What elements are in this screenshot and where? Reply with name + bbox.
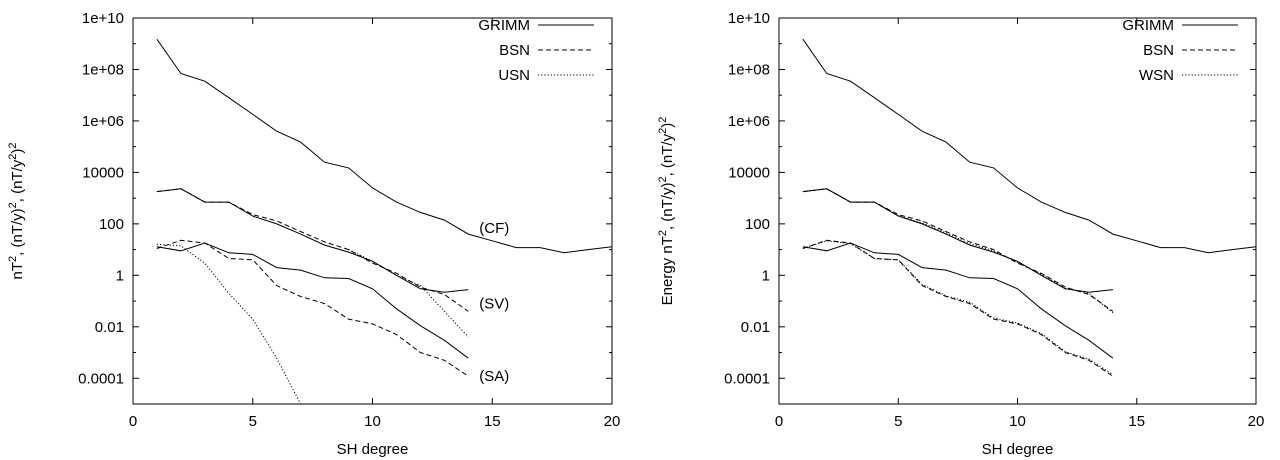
y-tick-label: 1e+06 [82, 113, 124, 130]
x-tick-label: 5 [894, 413, 902, 430]
legend: GRIMM BSN USN [478, 17, 594, 84]
series-line-bsn-sa [802, 239, 1114, 377]
series-group [802, 38, 1256, 377]
y-tick-label: 0.0001 [78, 370, 124, 387]
y-axis-label-part: , (nT/y [659, 133, 676, 176]
y-axis-label-superscript: 2 [7, 256, 19, 262]
y-axis-label-superscript: 2 [7, 142, 19, 148]
y-tick-label: 0.01 [741, 319, 770, 336]
chart-panel-2: 0 5 10 15 20 1e+10 1e+08 1e+06 10000 100 1 0.01 0.00… [657, 10, 1264, 458]
x-tick-label: 0 [775, 413, 783, 430]
x-tick-label: 20 [604, 413, 621, 430]
series-line-grimm-cf [802, 38, 1256, 254]
y-tick-label: 10000 [82, 164, 124, 181]
y-axis-label-part: ) [659, 123, 676, 128]
legend: GRIMM BSN WSN [1122, 17, 1238, 84]
x-tick-label: 20 [1248, 413, 1265, 430]
series-line-grimm-sa [802, 242, 1114, 359]
y-tick-label: 1 [762, 267, 770, 284]
y-tick-label: 1e+08 [82, 61, 124, 78]
x-tick-label: 10 [364, 413, 381, 430]
legend-label: WSN [1139, 67, 1174, 84]
y-tick-label: 1e+10 [728, 10, 770, 27]
x-tick-label: 5 [249, 413, 257, 430]
y-tick-label: 1 [116, 267, 124, 284]
y-axis-label-superscript: 2 [7, 154, 19, 160]
y-axis-label-superscript: 2 [7, 202, 19, 208]
y-axis-label: Energy nT2, (nT/y)2, (nT/y2)2 [657, 117, 676, 306]
y-tick-label: 0.01 [95, 319, 124, 336]
legend-label: GRIMM [1122, 17, 1174, 34]
plot-frame [778, 17, 1257, 405]
y-axis-label-part: , (nT/y [9, 159, 26, 202]
y-tick-label: 1e+10 [82, 10, 124, 27]
x-tick-label: 0 [129, 413, 137, 430]
series-line-bsn-sa [156, 239, 469, 377]
series-group [156, 38, 612, 404]
y-axis-label-superscript: 2 [657, 117, 669, 123]
y-axis-label-part: nT [9, 262, 26, 280]
y-axis-label-part: ) [9, 149, 26, 154]
y-tick-label: 1e+06 [728, 113, 770, 130]
series-line-grimm-sv [156, 188, 469, 293]
y-tick-label: 1e+08 [728, 61, 770, 78]
annotation-label: (SV) [479, 296, 509, 313]
x-tick-label: 15 [484, 413, 501, 430]
series-line-grimm-sv [802, 188, 1113, 293]
series-line-usn-sa [156, 243, 302, 404]
series-line-wsn-sa [802, 240, 1114, 375]
chart-panel-1: 0 5 10 15 20 1e+10 1e+08 1e+06 10000 100 1 0.01 0.00… [7, 10, 620, 458]
series-line-bsn-sv [156, 188, 469, 312]
annotation-label: (CF) [479, 220, 509, 237]
y-tick-label: 100 [99, 216, 124, 233]
y-axis-label-superscript: 2 [657, 128, 669, 134]
series-line-grimm-sa [156, 242, 469, 359]
x-tick-label: 10 [1009, 413, 1026, 430]
annotation-label: (SA) [479, 368, 509, 385]
legend-label: BSN [499, 42, 530, 59]
legend-label: USN [498, 67, 530, 84]
y-axis-label-superscript: 2 [657, 230, 669, 236]
y-axis-label-part: , (nT/y) [9, 208, 26, 256]
series-line-grimm-cf [156, 38, 612, 254]
series-line-bsn-sv [802, 188, 1114, 312]
x-tick-label: 15 [1128, 413, 1145, 430]
legend-label: GRIMM [478, 17, 530, 34]
y-tick-label: 100 [745, 216, 770, 233]
y-axis-label-part: Energy nT [659, 236, 676, 305]
y-axis-label: nT2, (nT/y)2, (nT/y2)2 [7, 142, 26, 279]
legend-label: BSN [1143, 42, 1174, 59]
series-line-usn-sv [348, 249, 469, 338]
x-axis-label: SH degree [337, 441, 409, 458]
x-axis-label: SH degree [982, 441, 1054, 458]
plot-frame [132, 17, 613, 405]
series-line-wsn-sv [802, 188, 1114, 314]
y-axis-label-part: , (nT/y) [659, 183, 676, 231]
y-tick-label: 10000 [728, 164, 770, 181]
y-tick-label: 0.0001 [724, 370, 770, 387]
y-axis-label-superscript: 2 [657, 176, 669, 182]
